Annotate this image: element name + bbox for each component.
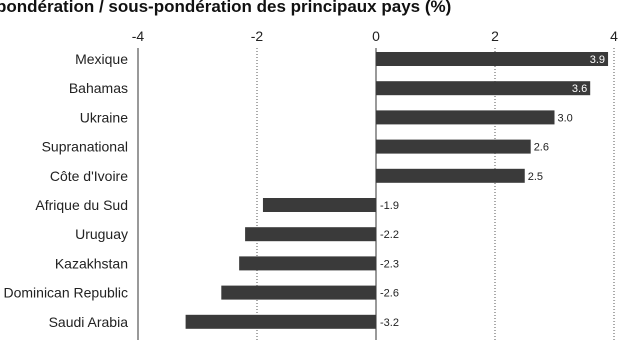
category-label: Afrique du Sud [35, 197, 128, 213]
category-label: Saudi Arabia [49, 314, 129, 330]
data-label: 3.0 [558, 112, 573, 124]
category-label: Uruguay [75, 226, 128, 242]
data-label: 3.9 [590, 54, 605, 66]
category-label: Ukraine [80, 109, 128, 125]
bar [245, 227, 376, 242]
bar [185, 314, 376, 329]
bar [262, 198, 376, 212]
bar [221, 285, 376, 300]
data-label: -2.2 [380, 229, 399, 241]
data-label: 2.5 [528, 171, 543, 183]
data-label: 2.6 [534, 142, 549, 154]
data-label: 3.6 [572, 83, 587, 95]
bar [376, 139, 531, 154]
bar [376, 110, 555, 125]
data-label: -1.9 [380, 200, 399, 212]
category-label: Kazakhstan [55, 255, 128, 271]
x-tick-label: -2 [251, 28, 264, 44]
category-label: Dominican Republic [3, 285, 128, 301]
x-tick-label: 2 [491, 28, 499, 44]
category-label: Bahamas [69, 80, 128, 96]
bar [376, 52, 609, 66]
category-label: Supranational [42, 139, 128, 155]
x-tick-label: 4 [610, 28, 618, 44]
data-label: -3.2 [380, 317, 399, 329]
chart-title: pondération / sous-pondération des princ… [0, 0, 452, 16]
category-label: Mexique [75, 51, 128, 67]
bar [376, 81, 591, 96]
x-tick-label: 0 [372, 28, 380, 44]
data-label: -2.6 [380, 288, 399, 300]
bar [239, 256, 376, 271]
bar [376, 168, 525, 183]
category-label: Côte d'Ivoire [50, 168, 128, 184]
x-tick-label: -4 [132, 28, 145, 44]
data-label: -2.3 [380, 258, 399, 270]
